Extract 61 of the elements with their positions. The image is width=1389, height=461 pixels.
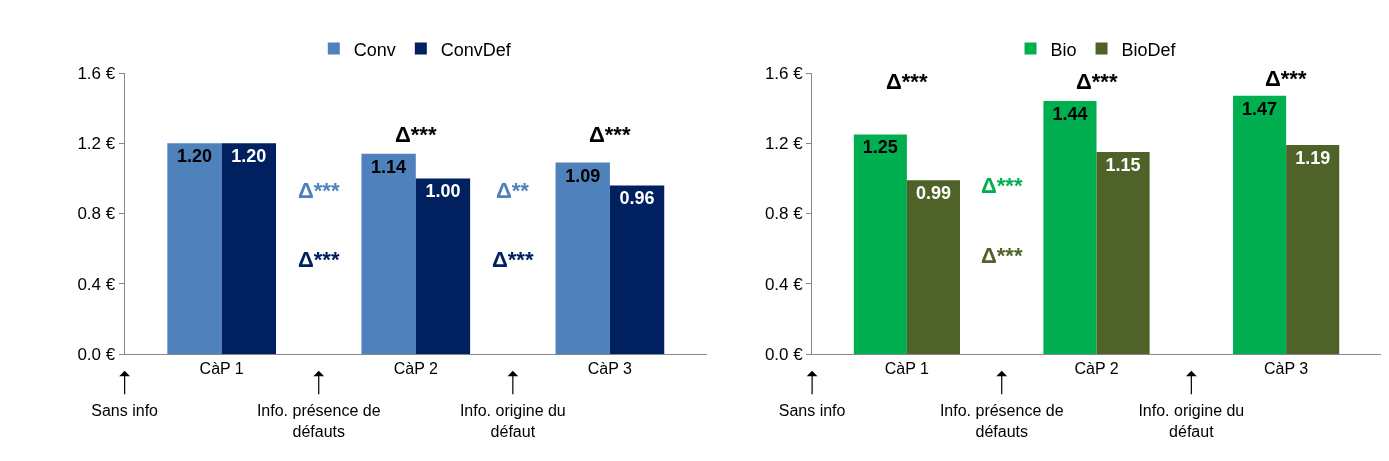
data-label: 1.20: [231, 146, 267, 167]
data-label: 0.99: [915, 183, 951, 204]
x-tick-label: Info. origine du défaut: [459, 401, 566, 440]
annotation: Δ***: [981, 243, 1023, 268]
annotation: Δ***: [492, 247, 534, 272]
x-tick-label: CàP 3: [587, 360, 633, 378]
x-tick-label: Sans info: [91, 401, 159, 419]
legend-label: Conv: [353, 39, 396, 60]
annotation: Δ**: [496, 178, 530, 203]
annotation: Δ***: [298, 178, 340, 203]
bar: [1286, 145, 1340, 354]
legend-label: ConvDef: [440, 39, 512, 60]
y-tick-label: 1.2 €: [764, 134, 804, 154]
y-tick-label: 1.2 €: [77, 134, 116, 154]
data-label: 1.00: [425, 181, 461, 202]
bar: [555, 162, 610, 354]
bar: [221, 143, 277, 354]
x-tick-label: Info. présence de défauts: [939, 401, 1064, 440]
x-tick-label: CàP 2: [1074, 360, 1119, 378]
bar: [1043, 101, 1097, 354]
bar: [415, 178, 471, 354]
x-tick-label: CàP 1: [884, 360, 930, 378]
data-label: 1.15: [1105, 155, 1141, 176]
x-tick-label: CàP 1: [199, 360, 244, 378]
annotation: Δ***: [886, 69, 928, 94]
bar: [853, 134, 907, 354]
x-tick-label: Sans info: [778, 401, 846, 419]
bar: [906, 180, 960, 354]
legend-label: Bio: [1050, 39, 1077, 60]
data-label: 1.19: [1295, 148, 1331, 169]
annotation: Δ***: [298, 247, 340, 272]
bar: [1233, 95, 1287, 354]
bar: [1096, 152, 1150, 354]
data-label: 0.96: [619, 188, 655, 209]
y-tick-label: 0.8 €: [764, 204, 804, 224]
x-tick-label: CàP 2: [393, 360, 438, 378]
x-tick-label: Info. présence de défauts: [256, 401, 381, 440]
legend-label: BioDef: [1121, 39, 1177, 60]
y-tick-label: 0.4 €: [77, 274, 116, 294]
annotation: Δ***: [395, 122, 437, 147]
annotation: Δ***: [1265, 66, 1307, 91]
y-tick-label: 0.4 €: [764, 274, 804, 294]
data-label: 1.09: [565, 165, 601, 186]
data-label: 1.14: [371, 156, 407, 177]
y-tick-label: 0.0 €: [77, 344, 116, 364]
bar: [609, 185, 665, 354]
bar: [167, 143, 222, 354]
data-label: 1.47: [1242, 98, 1278, 119]
data-label: 1.20: [176, 146, 213, 167]
bar: [361, 153, 416, 354]
y-tick-label: 1.6 €: [764, 63, 804, 83]
data-label: 1.25: [862, 137, 898, 158]
annotation: Δ***: [981, 173, 1023, 198]
y-tick-label: 0.0 €: [764, 344, 804, 364]
y-tick-label: 1.6 €: [77, 63, 116, 83]
annotation: Δ***: [1076, 69, 1118, 94]
x-tick-label: Info. origine du défaut: [1138, 401, 1245, 440]
annotation: Δ***: [589, 122, 631, 147]
x-tick-label: CàP 3: [1264, 360, 1309, 378]
y-tick-label: 0.8 €: [77, 204, 116, 224]
data-label: 1.44: [1052, 104, 1088, 125]
